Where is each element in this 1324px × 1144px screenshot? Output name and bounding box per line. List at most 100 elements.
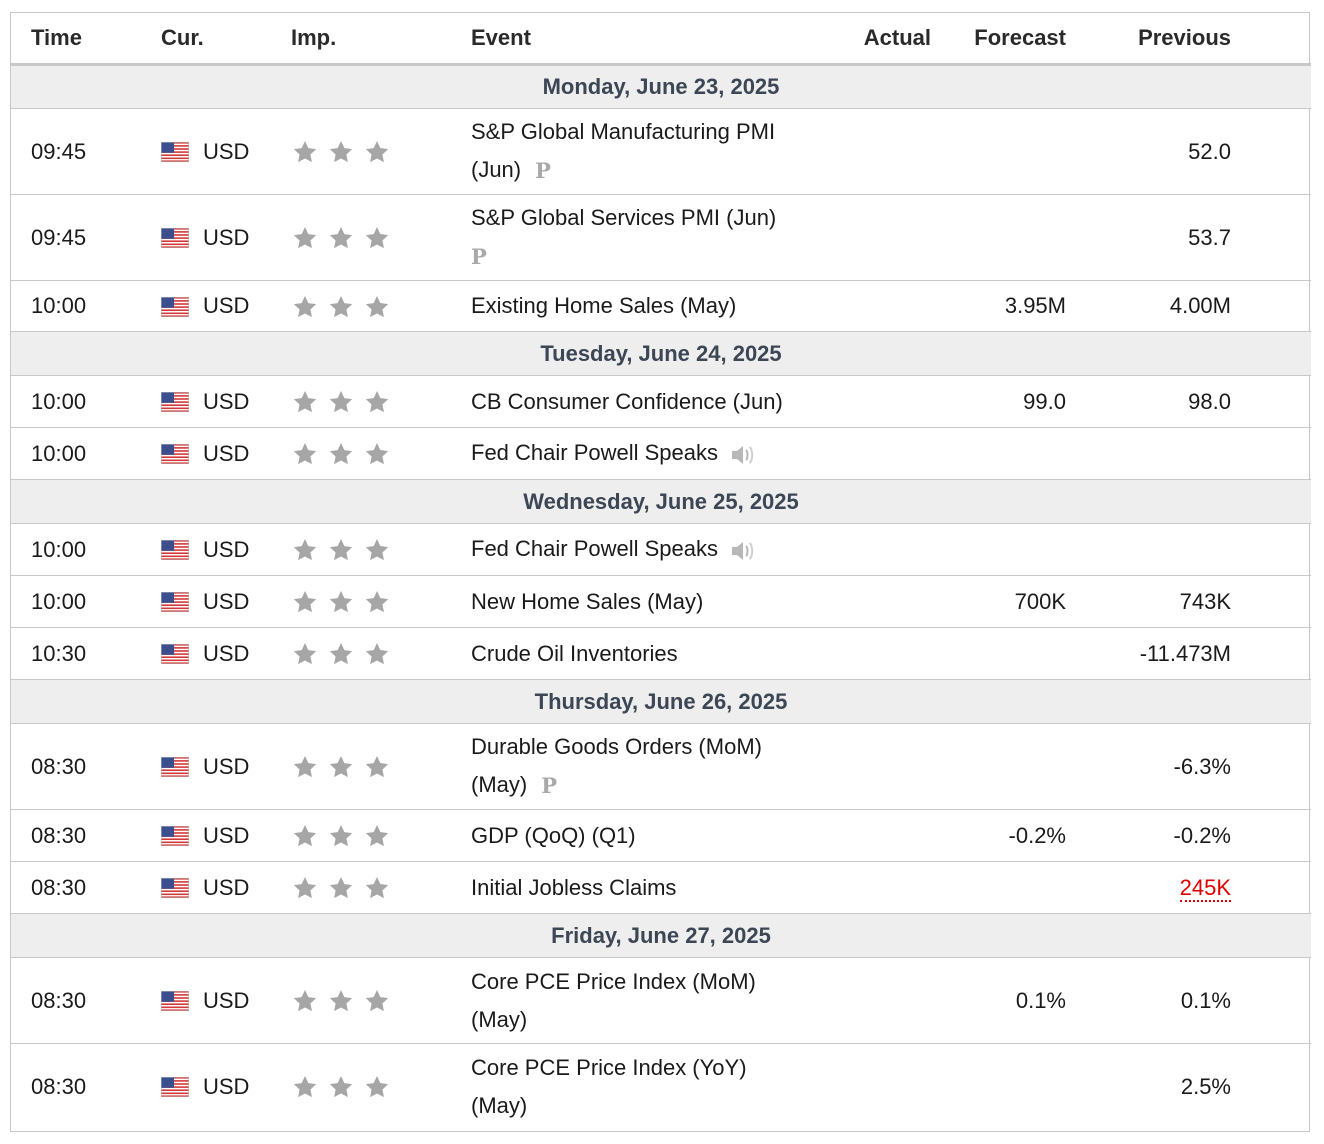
header-previous[interactable]: Previous — [1066, 13, 1231, 66]
event-actual — [856, 861, 931, 914]
event-row[interactable]: 09:45 USD S&P Global Manufacturing PMI (J… — [11, 108, 1311, 195]
event-time: 08:30 — [11, 809, 161, 862]
star-icon — [363, 225, 391, 251]
event-previous: 2.5% — [1180, 1073, 1231, 1099]
event-time: 10:00 — [11, 375, 161, 428]
us-flag-icon — [161, 297, 189, 317]
day-label: Friday, June 27, 2025 — [11, 913, 1311, 958]
event-currency: USD — [203, 988, 250, 1014]
event-row[interactable]: 09:45 USD S&P Global Services PMI (Jun) P… — [11, 194, 1311, 281]
star-icon — [363, 589, 391, 615]
star-icon — [291, 1074, 319, 1100]
event-name[interactable]: Fed Chair Powell Speaks — [471, 427, 856, 480]
event-name[interactable]: Initial Jobless Claims — [471, 861, 856, 914]
event-time: 08:30 — [11, 861, 161, 914]
event-time: 10:00 — [11, 427, 161, 480]
importance-stars — [291, 537, 391, 563]
event-time: 08:30 — [31, 1073, 87, 1099]
event-previous: 98.0 — [1066, 375, 1231, 428]
importance-stars — [291, 139, 391, 165]
event-actual — [856, 575, 931, 628]
event-name[interactable]: S&P Global Services PMI (Jun) P — [471, 194, 856, 281]
header-event[interactable]: Event — [471, 13, 856, 66]
importance-stars — [291, 823, 391, 849]
event-row[interactable]: 08:30 USD Initial Jobless Claims 245K — [11, 861, 1311, 914]
us-flag-icon — [161, 1077, 189, 1097]
event-actual — [856, 627, 931, 680]
event-name[interactable]: Core PCE Price Index (MoM) (May) — [471, 957, 856, 1044]
event-time: 10:00 — [11, 280, 161, 332]
event-row[interactable]: 08:30 USD Core PCE Price Index (YoY) (May… — [11, 1044, 1311, 1130]
importance-stars — [291, 988, 391, 1014]
event-row[interactable]: 10:30 USD Crude Oil Inventories -11.473M — [11, 627, 1311, 680]
us-flag-icon — [161, 142, 189, 162]
event-name[interactable]: Core PCE Price Index (YoY) (May) — [471, 1054, 747, 1118]
event-time: 10:00 — [11, 575, 161, 628]
event-row[interactable]: 10:00 USD Existing Home Sales (May) 3.95… — [11, 280, 1311, 332]
event-forecast — [931, 427, 1066, 480]
revised-value[interactable]: 245K — [1179, 874, 1231, 902]
importance-stars — [291, 441, 391, 467]
preliminary-icon[interactable]: P — [471, 244, 487, 270]
importance-stars — [291, 754, 391, 780]
event-name[interactable]: Crude Oil Inventories — [471, 627, 856, 680]
event-name[interactable]: Durable Goods Orders (MoM) (May) P — [471, 723, 856, 810]
star-icon — [327, 641, 355, 667]
event-row[interactable]: 10:00 USD Fed Chair Powell Speaks — [11, 427, 1311, 480]
us-flag-icon — [161, 540, 189, 560]
event-row[interactable]: 10:00 USD Fed Chair Powell Speaks — [11, 523, 1311, 576]
preliminary-icon[interactable]: P — [535, 158, 551, 184]
event-name[interactable]: S&P Global Manufacturing PMI (Jun) P — [471, 108, 856, 195]
event-name[interactable]: New Home Sales (May) — [471, 575, 856, 628]
speaker-icon[interactable] — [730, 443, 756, 467]
star-icon — [327, 589, 355, 615]
header-forecast[interactable]: Forecast — [931, 13, 1066, 66]
event-currency: USD — [203, 823, 250, 849]
preliminary-icon[interactable]: P — [541, 773, 558, 799]
event-name[interactable]: Fed Chair Powell Speaks — [471, 523, 856, 576]
event-actual — [856, 280, 931, 332]
star-icon — [291, 441, 319, 467]
header-importance[interactable]: Imp. — [291, 13, 471, 66]
event-actual — [856, 108, 931, 195]
event-name[interactable]: Existing Home Sales (May) — [471, 280, 856, 332]
event-currency: USD — [203, 589, 250, 615]
day-label: Tuesday, June 24, 2025 — [11, 331, 1311, 376]
event-row[interactable]: 10:00 USD CB Consumer Confidence (Jun) 9… — [11, 375, 1311, 428]
event-previous: -6.3% — [1066, 723, 1231, 810]
event-actual — [856, 957, 931, 1044]
header-actual[interactable]: Actual — [856, 13, 931, 66]
star-icon — [291, 641, 319, 667]
event-forecast — [931, 108, 1066, 195]
us-flag-icon — [161, 826, 189, 846]
event-time: 08:30 — [11, 957, 161, 1044]
star-icon — [363, 294, 391, 320]
event-name[interactable]: GDP (QoQ) (Q1) — [471, 809, 856, 862]
event-forecast — [931, 1044, 1066, 1130]
star-icon — [291, 875, 319, 901]
event-previous[interactable]: 245K — [1066, 861, 1231, 914]
star-icon — [291, 589, 319, 615]
event-name[interactable]: CB Consumer Confidence (Jun) — [471, 375, 856, 428]
star-icon — [363, 754, 391, 780]
event-forecast: 99.0 — [931, 375, 1066, 428]
event-currency: USD — [203, 1074, 250, 1100]
header-time[interactable]: Time — [11, 13, 161, 66]
star-icon — [291, 537, 319, 563]
economic-calendar: Time Cur. Imp. Event Actual Forecast Pre… — [10, 12, 1311, 1132]
event-row[interactable]: 08:30 USD GDP (QoQ) (Q1) -0.2% -0.2% — [11, 809, 1311, 862]
day-label: Wednesday, June 25, 2025 — [11, 479, 1311, 524]
event-currency: USD — [203, 225, 250, 251]
importance-stars — [291, 225, 391, 251]
event-time: 09:45 — [11, 108, 161, 195]
event-row[interactable]: 08:30 USD Core PCE Price Index (MoM) (May… — [11, 957, 1311, 1044]
day-header-row: Tuesday, June 24, 2025 — [11, 331, 1311, 376]
us-flag-icon — [161, 757, 189, 777]
header-currency[interactable]: Cur. — [161, 13, 291, 66]
speaker-icon[interactable] — [730, 539, 756, 563]
importance-stars — [291, 389, 391, 415]
event-row[interactable]: 10:00 USD New Home Sales (May) 700K 743K — [11, 575, 1311, 628]
event-row[interactable]: 08:30 USD Durable Goods Orders (MoM) (May… — [11, 723, 1311, 810]
event-currency: USD — [203, 441, 250, 467]
event-previous: 53.7 — [1066, 194, 1231, 281]
